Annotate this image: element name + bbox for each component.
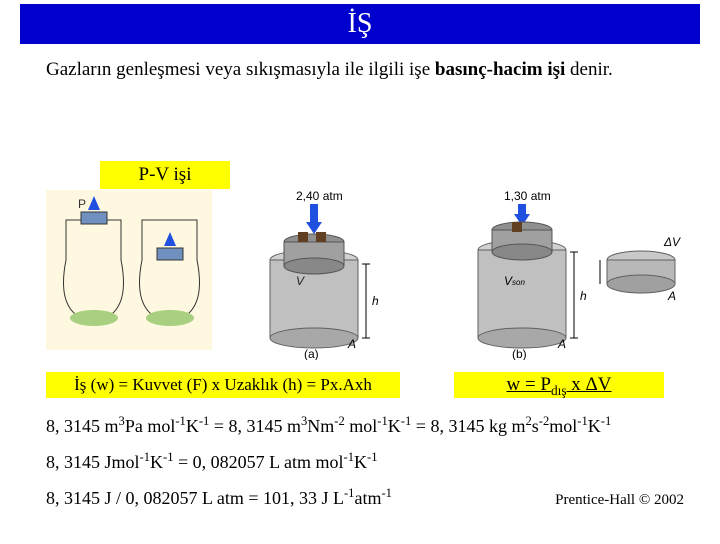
pressure-left-label: 2,40 atm xyxy=(296,190,343,203)
intro-bold: basınç-hacim işi xyxy=(435,59,565,80)
intro-pre: Gazların genleşmesi veya sıkışmasıyla il… xyxy=(46,59,435,80)
pressure-right-label: 1,30 atm xyxy=(504,190,551,203)
pv-label-box: P-V işi xyxy=(100,161,230,189)
svg-text:h: h xyxy=(580,289,587,303)
delta-v-disc: ΔV A xyxy=(600,235,681,303)
diagram-svg: P 2,40 atm h A (a) V xyxy=(46,190,686,360)
fr-sub: dış xyxy=(551,383,567,398)
intro-text: Gazların genleşmesi veya sıkışmasıyla il… xyxy=(46,58,684,82)
cylinder-b: 1,30 atm h Vson A (b) xyxy=(478,190,587,360)
equation-line-1: 8, 3145 m3Pa mol-1K-1 = 8, 3145 m3Nm-2 m… xyxy=(46,416,611,437)
svg-text:P: P xyxy=(78,197,86,211)
svg-text:V: V xyxy=(296,274,305,288)
svg-text:A: A xyxy=(347,337,356,351)
formula-right-text: w = Pdış x ΔV xyxy=(507,374,612,396)
svg-text:ΔV: ΔV xyxy=(663,235,681,249)
cylinder-a: 2,40 atm h A (a) V xyxy=(270,190,379,360)
formula-box-left: İş (w) = Kuvvet (F) x Uzaklık (h) = Px.A… xyxy=(46,372,400,398)
title-bar: İŞ xyxy=(20,4,700,44)
svg-text:A: A xyxy=(557,337,566,351)
flask-pair: P xyxy=(46,190,212,350)
formula-box-right: w = Pdış x ΔV xyxy=(454,372,664,398)
page-title: İŞ xyxy=(348,8,373,40)
copyright-text: Prentice-Hall © 2002 xyxy=(555,492,684,509)
fr-post: x ΔV xyxy=(567,374,612,395)
svg-text:(a): (a) xyxy=(304,347,319,360)
svg-text:h: h xyxy=(372,294,379,308)
svg-text:(b): (b) xyxy=(512,347,527,360)
fr-pre: w = P xyxy=(507,374,552,395)
diagram-area: P 2,40 atm h A (a) V xyxy=(46,190,686,360)
formula-left-text: İş (w) = Kuvvet (F) x Uzaklık (h) = Px.A… xyxy=(74,375,372,395)
pv-label: P-V işi xyxy=(139,164,192,186)
equation-line-2: 8, 3145 Jmol-1K-1 = 0, 082057 L atm mol-… xyxy=(46,452,378,473)
intro-post: denir. xyxy=(565,59,613,80)
equation-line-3: 8, 3145 J / 0, 082057 L atm = 101, 33 J … xyxy=(46,488,392,509)
svg-text:A: A xyxy=(667,289,676,303)
